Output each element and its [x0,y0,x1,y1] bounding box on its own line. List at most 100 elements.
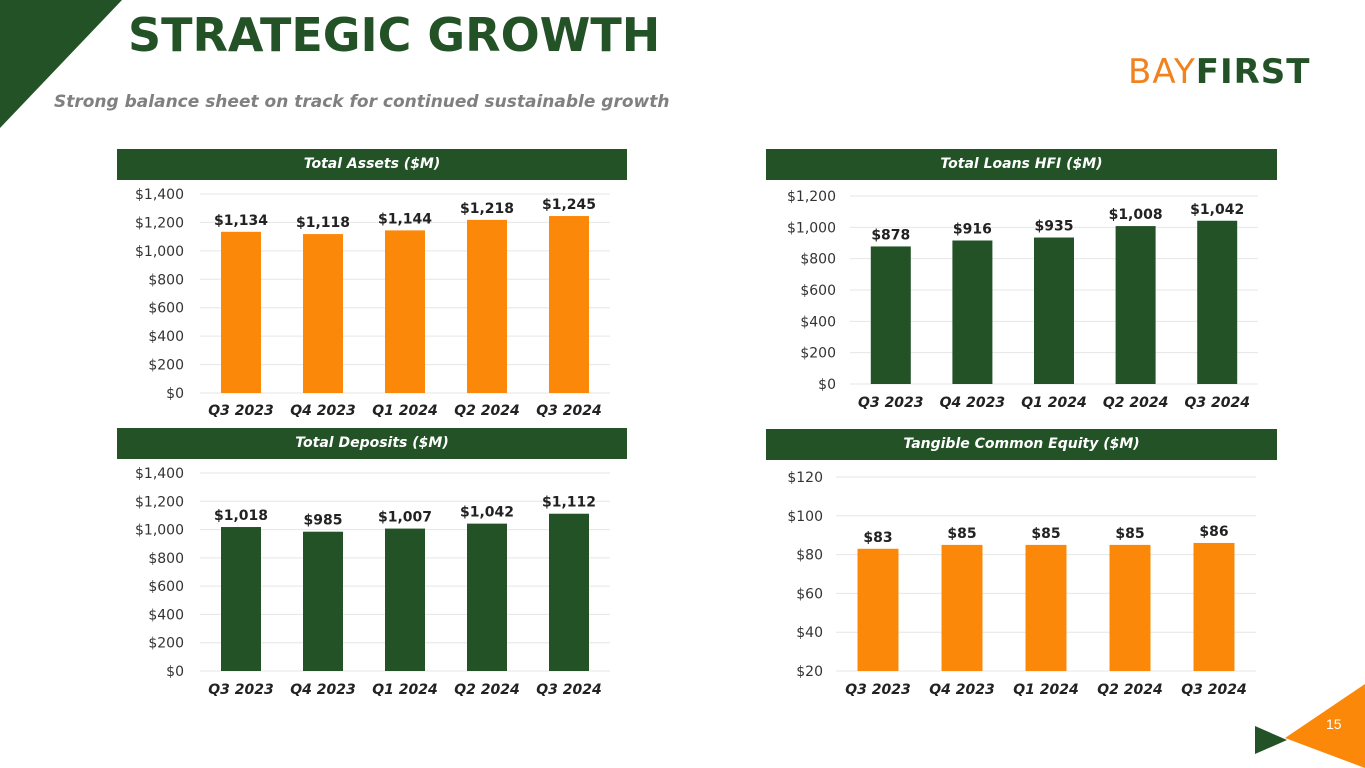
data-label: $878 [871,227,910,243]
x-category-label: Q3 2024 [1181,682,1246,698]
bar [952,240,993,384]
x-category-label: Q3 2024 [1184,395,1249,411]
y-tick-label: $600 [800,283,836,299]
y-tick-label: $800 [148,272,184,288]
x-category-label: Q4 2023 [290,403,355,419]
bar [467,523,507,671]
y-tick-label: $1,000 [135,244,184,260]
logo-text-bay: BAY [1128,52,1196,92]
y-tick-label: $0 [818,377,836,393]
data-label: $1,134 [214,213,268,229]
total-deposits-plot: $0 $200 $400 $600 $800 $1,000 $1,200 $1,400 $1,0… [135,466,610,698]
data-label: $86 [1199,524,1228,540]
y-tick-label: $800 [148,551,184,567]
bar [1025,544,1067,671]
total-deposits-chart: Total Deposits ($M) $0 $200 $400 $600 $800 $1… [117,428,627,703]
x-category-label: Q4 2023 [290,682,355,698]
x-category-label: Q2 2024 [1103,395,1168,411]
chart-title: Total Loans HFI ($M) [766,149,1277,180]
data-label: $985 [304,513,343,529]
y-tick-label: $40 [796,625,823,641]
x-category-label: Q1 2024 [1013,682,1078,698]
x-category-label: Q1 2024 [1021,395,1086,411]
data-label: $1,245 [542,197,596,213]
y-tick-label: $60 [796,586,823,602]
total-loans-hfi-plot: $0 $200 $400 $600 $800 $1,000 $1,200 $878 Q3 202… [787,189,1258,411]
y-tick-label: $20 [796,664,823,680]
x-category-label: Q3 2024 [536,682,601,698]
x-category-label: Q4 2023 [929,682,994,698]
bar [941,544,983,671]
y-tick-label: $600 [148,579,184,595]
y-tick-label: $100 [787,509,823,525]
data-label: $935 [1035,219,1074,235]
data-label: $1,118 [296,215,350,231]
y-tick-label: $200 [800,346,836,362]
x-category-label: Q3 2024 [536,403,601,419]
y-tick-label: $1,200 [135,215,184,231]
data-label: $1,042 [1190,202,1244,218]
y-tick-label: $120 [787,470,823,486]
x-category-label: Q2 2024 [454,403,519,419]
bar [1197,220,1238,384]
bar [870,246,911,384]
data-label: $1,007 [378,510,432,526]
bar [385,230,425,393]
chart-title: Tangible Common Equity ($M) [766,429,1277,460]
y-tick-label: $200 [148,358,184,374]
tangible-common-equity-plot: $20 $40 $60 $80 $100 $120 $83 Q3 2023 $85 Q4 2023… [787,470,1256,698]
data-label: $1,018 [214,508,268,524]
bayfirst-logo: BAYFIRST [1128,52,1310,92]
bar [1109,544,1151,671]
x-category-label: Q3 2023 [208,403,273,419]
y-tick-label: $200 [148,636,184,652]
data-label: $85 [1115,526,1144,542]
y-tick-label: $80 [796,548,823,564]
logo-text-first: FIRST [1195,52,1311,92]
bar [857,548,899,671]
bar [467,219,507,393]
y-tick-label: $400 [800,314,836,330]
x-category-label: Q2 2024 [1097,682,1162,698]
data-label: $1,112 [542,495,596,511]
page-number: 15 [1326,716,1342,732]
y-tick-label: $0 [166,386,184,402]
y-tick-label: $400 [148,329,184,345]
y-tick-label: $1,200 [135,494,184,510]
total-assets-plot: $0 $200 $400 $600 $800 $1,000 $1,200 $1,400 $1,1… [135,187,610,419]
data-label: $916 [953,221,992,237]
y-tick-label: $600 [148,301,184,317]
data-label: $85 [1031,526,1060,542]
bar [1193,542,1235,671]
x-category-label: Q3 2023 [845,682,910,698]
bar [1115,226,1156,384]
bar [303,234,343,393]
data-label: $1,008 [1109,207,1163,223]
bar [303,531,343,671]
corner-decoration-bottom-right [1255,684,1365,768]
tangible-common-equity-chart: Tangible Common Equity ($M) $20 $40 $60 $80… [766,429,1277,704]
chart-title: Total Deposits ($M) [117,428,627,459]
y-tick-label: $1,400 [135,466,184,482]
data-label: $1,042 [460,505,514,521]
bar [549,513,589,671]
x-category-label: Q1 2024 [372,682,437,698]
data-label: $1,218 [460,201,514,217]
y-tick-label: $400 [148,607,184,623]
x-category-label: Q3 2023 [858,395,923,411]
data-label: $1,144 [378,211,432,227]
y-tick-label: $0 [166,664,184,680]
total-loans-hfi-chart: Total Loans HFI ($M) $0 $200 $400 $600 $800 $… [766,149,1277,424]
data-label: $85 [947,526,976,542]
page-subtitle: Strong balance sheet on track for contin… [54,92,670,112]
bar [549,216,589,393]
page-title: STRATEGIC GROWTH [128,8,661,62]
x-category-label: Q2 2024 [454,682,519,698]
y-tick-label: $1,200 [787,189,836,205]
y-tick-label: $1,400 [135,187,184,203]
bar [1034,237,1074,384]
y-tick-label: $800 [800,252,836,268]
bar [221,231,261,393]
x-category-label: Q3 2023 [208,682,273,698]
x-category-label: Q1 2024 [372,403,437,419]
